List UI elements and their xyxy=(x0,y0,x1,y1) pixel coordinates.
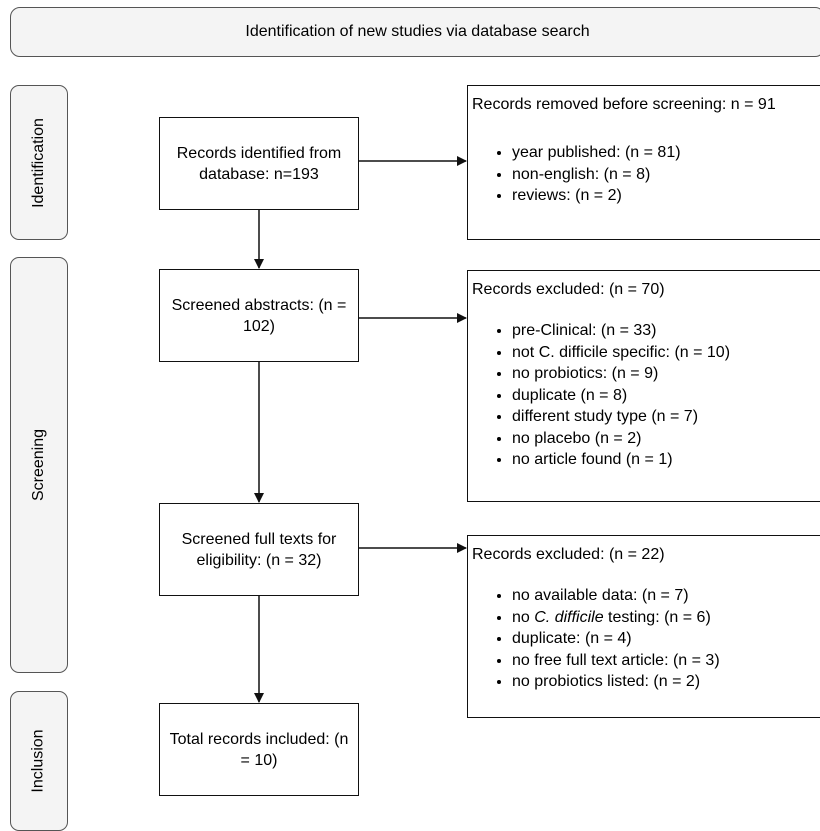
screened-full-texts-box: Screened full texts for eligibility: (n … xyxy=(159,503,359,596)
list-item: no probiotics: (n = 9) xyxy=(512,363,730,385)
phase-screening-label: Screening xyxy=(30,428,48,502)
list-item: year published: (n = 81) xyxy=(512,142,681,164)
records-excluded-abstracts-box: Records excluded: (n = 70) pre-Clinical:… xyxy=(467,270,820,502)
records-excluded-full-list: no available data: (n = 7) no C. diffici… xyxy=(484,585,720,693)
phase-identification: Identification xyxy=(10,85,68,240)
diagram-header: Identification of new studies via databa… xyxy=(10,7,820,57)
records-removed-box: Records removed before screening: n = 91… xyxy=(467,85,820,240)
list-item-italic: C. difficile xyxy=(534,608,604,626)
list-item: no probiotics listed: (n = 2) xyxy=(512,671,720,693)
list-item: duplicate (n = 8) xyxy=(512,385,730,407)
records-excluded-abstracts-list: pre-Clinical: (n = 33) not C. difficile … xyxy=(484,320,730,471)
screened-full-texts-text: Screened full texts for eligibility: (n … xyxy=(181,530,337,569)
records-excluded-abstracts-title: Records excluded: (n = 70) xyxy=(472,281,665,298)
list-item: no placebo (n = 2) xyxy=(512,428,730,450)
list-item-prefix: no xyxy=(512,608,535,626)
list-item-suffix: testing: (n = 6) xyxy=(603,608,711,626)
list-item: reviews: (n = 2) xyxy=(512,185,681,207)
records-excluded-full-title: Records excluded: (n = 22) xyxy=(472,546,665,563)
list-item: non-english: (n = 8) xyxy=(512,164,681,186)
list-item: pre-Clinical: (n = 33) xyxy=(512,320,730,342)
total-records-box: Total records included: (n = 10) xyxy=(159,703,359,796)
records-removed-title: Records removed before screening: n = 91 xyxy=(472,96,776,113)
phase-inclusion: Inclusion xyxy=(10,691,68,831)
phase-identification-label: Identification xyxy=(30,117,47,208)
list-item: different study type (n = 7) xyxy=(512,406,730,428)
total-records-text: Total records included: (n = 10) xyxy=(169,730,349,769)
phase-inclusion-label: Inclusion xyxy=(30,729,47,793)
screened-abstracts-text: Screened abstracts: (n = 102) xyxy=(171,296,347,335)
list-item: no available data: (n = 7) xyxy=(512,585,720,607)
records-removed-list: year published: (n = 81) non-english: (n… xyxy=(484,142,681,207)
list-item: no C. difficile testing: (n = 6) xyxy=(512,607,720,629)
header-title: Identification of new studies via databa… xyxy=(245,23,590,40)
list-item: no article found (n = 1) xyxy=(512,449,730,471)
screened-abstracts-box: Screened abstracts: (n = 102) xyxy=(159,269,359,362)
records-excluded-full-box: Records excluded: (n = 22) no available … xyxy=(467,535,820,718)
records-identified-box: Records identified from database: n=193 xyxy=(159,117,359,210)
list-item: duplicate: (n = 4) xyxy=(512,628,720,650)
list-item: not C. difficile specific: (n = 10) xyxy=(512,342,730,364)
list-item: no free full text article: (n = 3) xyxy=(512,650,720,672)
records-identified-text: Records identified from database: n=193 xyxy=(176,144,342,183)
phase-screening: Screening xyxy=(10,257,68,673)
